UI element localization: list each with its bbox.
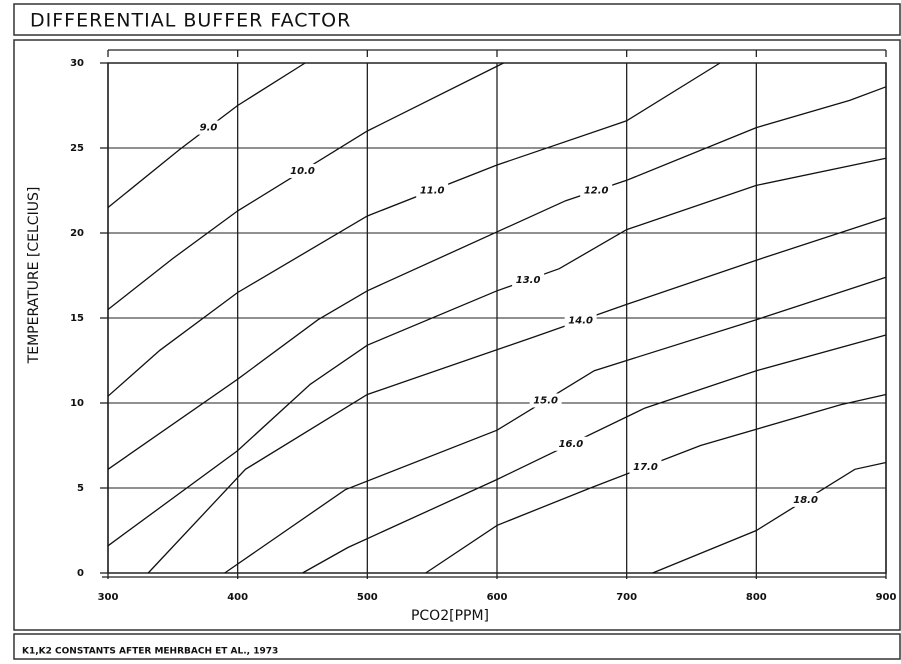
label-bg xyxy=(529,393,562,408)
contour-line xyxy=(107,86,887,470)
label-bg xyxy=(564,313,597,328)
label-bg xyxy=(629,459,662,474)
label-bg xyxy=(554,436,587,451)
contour-label: 12.0 xyxy=(584,186,609,197)
label-bg xyxy=(580,183,613,198)
contour-label: 18.0 xyxy=(793,495,818,506)
chart-title: DIFFERENTIAL BUFFER FACTOR xyxy=(30,10,351,32)
contour-line xyxy=(107,62,721,397)
x-axis-label: PCO2[PPM] xyxy=(411,608,489,624)
contour-label: 9.0 xyxy=(200,123,218,134)
footnote-box xyxy=(13,633,901,660)
x-tick-label: 400 xyxy=(227,592,248,603)
plot-box xyxy=(13,39,901,631)
x-tick-label: 300 xyxy=(98,592,119,603)
y-tick-label: 30 xyxy=(70,58,84,69)
contour-line xyxy=(147,217,887,574)
label-bg xyxy=(286,163,319,178)
contour-line xyxy=(107,62,504,311)
contour-label: 15.0 xyxy=(533,395,558,406)
x-tick-label: 600 xyxy=(487,592,508,603)
x-tick-label: 700 xyxy=(616,592,637,603)
y-tick-label: 5 xyxy=(77,483,84,494)
x-tick-label: 900 xyxy=(876,592,897,603)
contour-label: 10.0 xyxy=(290,166,315,177)
contour-label: 17.0 xyxy=(633,462,658,473)
contour-label: 13.0 xyxy=(516,275,541,286)
contour-label: 11.0 xyxy=(420,186,445,197)
contour-line xyxy=(652,461,887,574)
y-tick-label: 0 xyxy=(77,568,84,579)
title-box xyxy=(13,3,901,36)
contour-label: 14.0 xyxy=(568,316,593,327)
label-bg xyxy=(512,272,545,287)
y-tick-label: 25 xyxy=(70,143,84,154)
x-tick-label: 800 xyxy=(746,592,767,603)
y-tick-label: 15 xyxy=(70,313,84,324)
label-bg xyxy=(192,120,225,135)
y-tick-label: 10 xyxy=(70,398,84,409)
y-tick-label: 20 xyxy=(70,228,84,239)
contour-line xyxy=(107,157,887,547)
y-axis-label: TEMPERATURE [CELCIUS] xyxy=(26,187,42,365)
x-tick-label: 500 xyxy=(357,592,378,603)
label-bg xyxy=(416,183,449,198)
contour-line xyxy=(107,62,306,209)
footnote: K1,K2 CONSTANTS AFTER MEHRBACH ET AL., 1… xyxy=(22,647,278,657)
contour-line xyxy=(224,276,887,574)
contour-line xyxy=(425,393,887,574)
label-bg xyxy=(789,492,822,507)
contour-label: 16.0 xyxy=(559,439,584,450)
